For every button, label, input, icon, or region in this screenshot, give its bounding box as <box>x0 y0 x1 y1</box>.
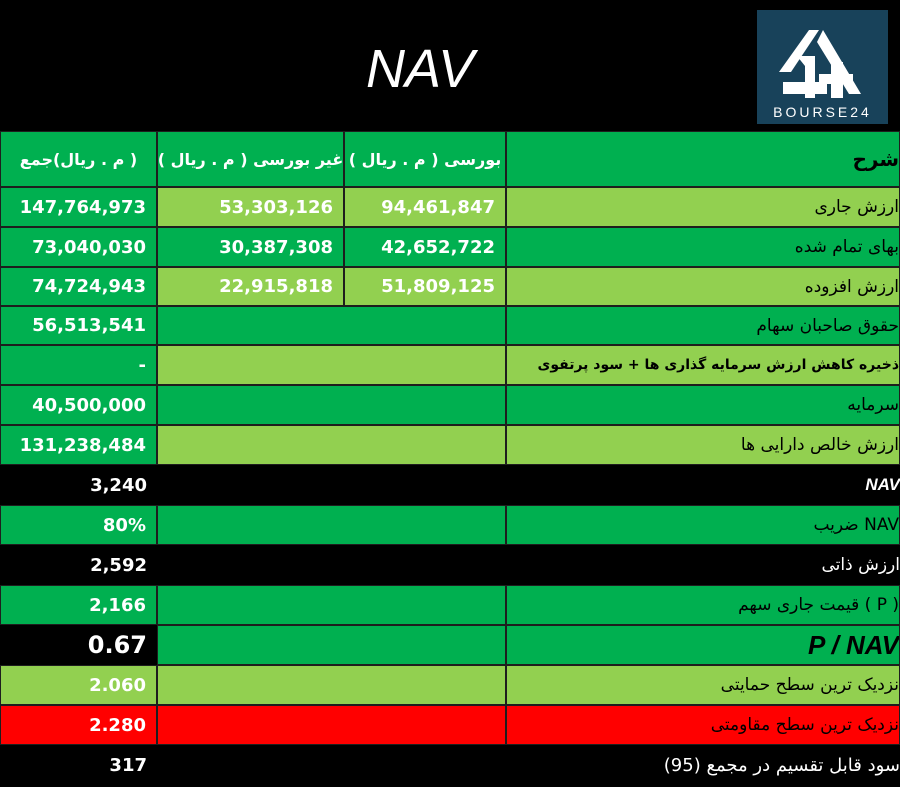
table-row: 131,238,484 ارزش خالص دارایی ها <box>0 425 900 465</box>
total-value: 56,513,541 <box>0 306 157 345</box>
row-desc: ارزش جاری <box>506 187 900 227</box>
header-desc: شرح <box>506 131 900 187</box>
table-row: 40,500,000 سرمایه <box>0 385 900 425</box>
row-desc: سود قابل تقسیم در مجمع (95) <box>506 745 900 785</box>
table-row: 2.280 نزدیک ترین سطح مقاومتی <box>0 705 900 745</box>
non-bourse-value: 30,387,308 <box>157 227 344 267</box>
row-desc: بهای تمام شده <box>506 227 900 267</box>
table-row: 317 سود قابل تقسیم در مجمع (95) <box>0 745 900 785</box>
row-desc: حقوق صاحبان سهام <box>506 306 900 345</box>
table-row: 73,040,030 30,387,308 42,652,722 بهای تم… <box>0 227 900 267</box>
row-desc: ذخیره کاهش ارزش سرمایه گذاری ها + سود پر… <box>506 345 900 385</box>
bourse-value: 51,809,125 <box>344 267 506 306</box>
row-desc: ارزش خالص دارایی ها <box>506 425 900 465</box>
total-value: 147,764,973 <box>0 187 157 227</box>
total-value: 74,724,943 <box>0 267 157 306</box>
row-desc: ارزش ذاتی <box>506 545 900 585</box>
empty-cell <box>157 705 506 745</box>
empty-cell <box>157 465 506 505</box>
table-row: 147,764,973 53,303,126 94,461,847 ارزش ج… <box>0 187 900 227</box>
row-desc: P / NAV <box>506 625 900 665</box>
total-value: 3,240 <box>0 465 157 505</box>
total-value: 2,166 <box>0 585 157 625</box>
empty-cell <box>157 385 506 425</box>
empty-cell <box>157 425 506 465</box>
table-row: 0.67 P / NAV <box>0 625 900 665</box>
empty-cell <box>157 345 506 385</box>
total-value: 40,500,000 <box>0 385 157 425</box>
total-value: 2.280 <box>0 705 157 745</box>
bourse-value: 42,652,722 <box>344 227 506 267</box>
total-value: 2.060 <box>0 665 157 705</box>
total-value: 73,040,030 <box>0 227 157 267</box>
empty-cell <box>157 505 506 545</box>
row-desc: ( P ) قیمت جاری سهم <box>506 585 900 625</box>
table-row: 2,592 ارزش ذاتی <box>0 545 900 585</box>
table-row: 74,724,943 22,915,818 51,809,125 ارزش اف… <box>0 267 900 306</box>
table-row: 2.060 نزدیک ترین سطح حمایتی <box>0 665 900 705</box>
nav-table: ( م . ریال)جمع غیر بورسی ( م . ریال ) بو… <box>0 131 900 785</box>
empty-cell <box>157 585 506 625</box>
empty-cell <box>157 745 506 785</box>
total-value: 0.67 <box>0 625 157 665</box>
table-header-row: ( م . ریال)جمع غیر بورسی ( م . ریال ) بو… <box>0 131 900 187</box>
table-row: 80% NAV ضریب <box>0 505 900 545</box>
page-title: NAV <box>365 39 475 99</box>
empty-cell <box>157 665 506 705</box>
bourse24-logo: BOURSE24 <box>757 10 888 124</box>
total-value: 80% <box>0 505 157 545</box>
table-row: - ذخیره کاهش ارزش سرمایه گذاری ها + سود … <box>0 345 900 385</box>
header-non-bourse: غیر بورسی ( م . ریال ) <box>157 131 344 187</box>
row-desc: ارزش افزوده <box>506 267 900 306</box>
row-desc: نزدیک ترین سطح مقاومتی <box>506 705 900 745</box>
row-desc: NAV <box>506 465 900 505</box>
title-bar: NAV BOURSE24 <box>0 0 900 131</box>
empty-cell <box>157 545 506 585</box>
empty-cell <box>157 306 506 345</box>
row-desc: NAV ضریب <box>506 505 900 545</box>
table-row: 3,240 NAV <box>0 465 900 505</box>
header-bourse: بورسی ( م . ریال ) <box>344 131 506 187</box>
bourse24-logo-icon <box>779 30 861 98</box>
total-value: 2,592 <box>0 545 157 585</box>
non-bourse-value: 53,303,126 <box>157 187 344 227</box>
non-bourse-value: 22,915,818 <box>157 267 344 306</box>
bourse-value: 94,461,847 <box>344 187 506 227</box>
header-total: ( م . ریال)جمع <box>0 131 157 187</box>
logo-text: BOURSE24 <box>773 104 872 120</box>
table-row: 2,166 ( P ) قیمت جاری سهم <box>0 585 900 625</box>
total-value: 131,238,484 <box>0 425 157 465</box>
empty-cell <box>157 625 506 665</box>
total-value: 317 <box>0 745 157 785</box>
row-desc: نزدیک ترین سطح حمایتی <box>506 665 900 705</box>
total-value: - <box>0 345 157 385</box>
table-row: 56,513,541 حقوق صاحبان سهام <box>0 306 900 345</box>
row-desc: سرمایه <box>506 385 900 425</box>
